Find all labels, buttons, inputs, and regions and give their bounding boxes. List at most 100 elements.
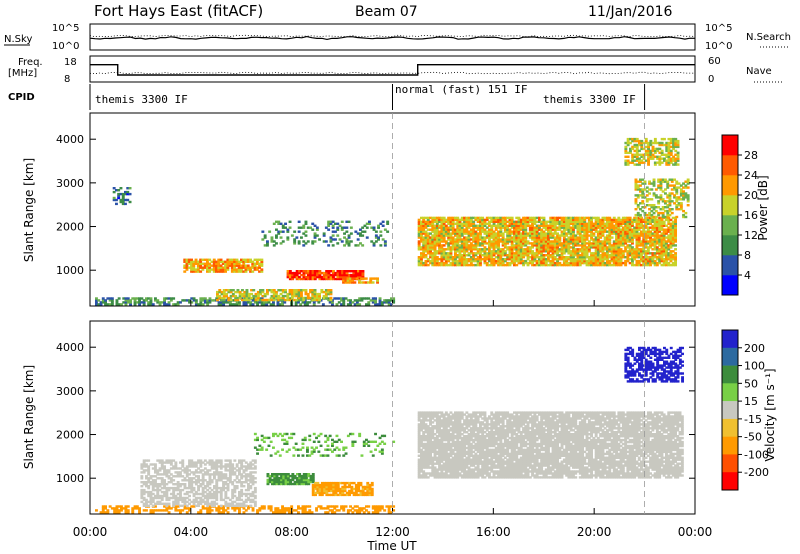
power-cell [636,196,640,199]
power-cell [647,161,650,164]
power-cell [660,263,664,267]
power-cell [519,234,523,237]
power-cell [551,244,555,247]
power-cell [353,277,357,280]
power-cell [649,139,653,143]
velocity-cell [113,509,117,512]
power-cell [449,252,453,255]
power-cell [472,230,476,233]
power-cell [324,296,328,300]
power-cell [442,248,446,251]
velocity-cell [160,502,164,505]
power-cell [526,240,530,243]
power-cell [631,218,634,222]
power-cell [608,261,612,265]
power-cell [492,236,496,239]
power-cell [674,153,678,156]
velocity-cell [238,479,241,482]
power-cell [606,222,609,225]
velocity-cell [355,505,359,508]
power-cell [355,301,359,304]
velocity-cell [165,492,169,496]
velocity-cell [145,485,148,488]
velocity-cell [258,509,262,512]
power-cell [499,252,503,255]
power-cell [311,294,315,298]
power-cell [528,246,532,249]
power-cell [515,238,519,241]
power-cell [179,301,182,304]
power-cell [440,248,444,251]
power-cell [666,182,670,185]
power-cell [640,224,643,227]
power-cell [574,240,578,243]
power-cell [309,296,312,300]
power-cell [669,149,673,153]
power-cell [279,298,283,302]
power-cell [621,242,625,245]
power-cell [485,248,489,251]
velocity-cell [219,511,223,514]
power-cell [587,250,591,253]
power-cell [444,242,448,245]
power-cell [311,275,315,279]
power-cell [639,215,642,219]
power-cell [456,250,460,253]
velocity-cell [172,488,176,492]
power-cell [424,250,428,253]
power-cell [519,252,523,255]
power-cell [631,155,635,158]
power-cell [553,232,557,235]
power-cell [426,259,430,263]
velocity-cell [210,509,214,512]
power-cell [649,259,652,263]
power-cell [479,216,482,220]
velocity-cell [233,485,237,488]
power-cell [576,220,580,223]
power-cell [684,194,688,197]
velocity-cell [113,511,117,514]
velocity-cell [133,507,137,510]
power-cell [619,256,623,259]
power-cell [238,292,242,296]
power-cell [465,240,469,243]
power-cell [483,254,487,257]
power-cell [617,230,621,233]
velocity-cell [281,509,284,512]
velocity-cell [174,465,178,468]
power-cell [128,200,132,204]
power-cell [424,248,428,251]
power-cell [617,222,621,225]
velocity-cell [174,483,178,486]
power-cell [670,208,674,211]
power-cell [483,230,487,233]
power-cell [674,261,677,265]
power-cell [615,224,618,227]
power-cell [664,178,667,181]
nave-tick-top: 60 [708,56,721,67]
power-cell [617,252,621,255]
power-cell [642,252,646,255]
power-cell [603,236,607,239]
power-cell [242,266,246,269]
power-cell [569,226,573,229]
power-cell [533,258,537,261]
power-cell [286,296,290,300]
power-cell [426,224,430,227]
power-cell [217,303,221,306]
power-cell [576,259,580,263]
velocity-cell [210,467,214,470]
power-cell [547,256,550,259]
power-cell [508,252,512,255]
power-cell [222,296,226,300]
velocity-cell [231,471,235,474]
power-cell [608,242,612,245]
power-cell [615,252,618,255]
power-cell [254,294,258,298]
velocity-cell [228,477,232,480]
power-cell [390,299,393,302]
power-cell [608,248,612,251]
power-cell [551,259,555,263]
velocity-cell [206,496,210,500]
power-cell [528,224,532,227]
